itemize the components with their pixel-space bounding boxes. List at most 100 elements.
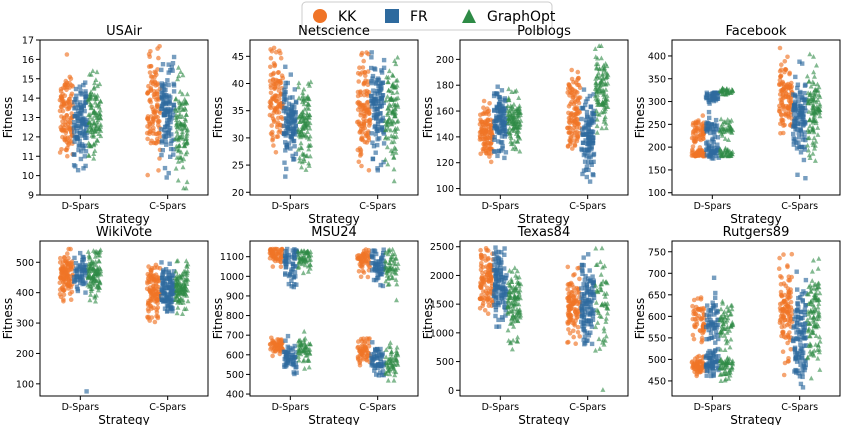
data-point-kk xyxy=(700,309,705,314)
data-point-graphopt xyxy=(181,139,187,145)
y-tick-label: 100 xyxy=(16,379,34,390)
data-point-fr xyxy=(83,80,88,85)
data-point-fr xyxy=(289,278,294,283)
y-axis-label: Fitness xyxy=(421,97,435,139)
axes-frame xyxy=(249,39,419,196)
data-point-kk xyxy=(565,125,571,131)
data-point-fr xyxy=(159,152,164,158)
data-point-fr xyxy=(159,260,164,265)
data-point-kk xyxy=(356,269,362,274)
data-point-kk xyxy=(483,126,489,132)
data-point-fr xyxy=(74,284,80,289)
data-point-kk xyxy=(480,264,486,270)
data-point-graphopt xyxy=(806,78,812,84)
data-point-fr xyxy=(373,101,379,106)
data-point-graphopt xyxy=(391,155,397,160)
data-point-fr xyxy=(799,97,805,103)
data-point-fr xyxy=(585,96,590,102)
data-point-fr xyxy=(590,317,596,322)
data-point-graphopt xyxy=(178,290,184,296)
data-point-fr xyxy=(498,140,504,145)
data-point-graphopt xyxy=(805,135,811,141)
data-point-fr xyxy=(76,147,81,153)
data-point-fr xyxy=(795,172,800,177)
data-point-kk xyxy=(482,308,488,313)
data-point-graphopt xyxy=(383,278,389,284)
data-point-fr xyxy=(283,354,288,360)
y-tick-label: 200 xyxy=(16,349,34,360)
data-point-graphopt xyxy=(390,73,396,78)
data-point-fr xyxy=(502,96,507,101)
data-point-fr xyxy=(369,352,374,357)
data-point-fr xyxy=(499,134,505,139)
data-point-graphopt xyxy=(173,96,179,102)
data-point-fr xyxy=(791,92,796,97)
data-point-kk xyxy=(782,305,788,310)
data-point-fr xyxy=(375,142,380,148)
data-point-fr xyxy=(796,107,801,113)
y-tick-label: 40 xyxy=(232,79,244,90)
data-point-graphopt xyxy=(604,93,610,98)
data-point-kk xyxy=(277,351,283,357)
data-point-graphopt xyxy=(505,304,511,310)
data-point-fr xyxy=(84,135,89,140)
data-point-graphopt xyxy=(508,308,514,313)
data-point-fr xyxy=(289,134,294,139)
data-point-graphopt xyxy=(306,358,312,363)
data-point-fr xyxy=(710,91,715,97)
data-point-graphopt xyxy=(813,120,819,126)
data-point-graphopt xyxy=(507,340,513,346)
data-point-kk xyxy=(785,263,790,268)
data-point-kk xyxy=(781,372,787,378)
data-point-fr xyxy=(708,330,714,335)
data-point-fr xyxy=(498,121,503,126)
data-point-kk xyxy=(568,117,573,123)
data-point-graphopt xyxy=(392,113,398,119)
data-point-kk xyxy=(575,90,580,95)
data-point-fr xyxy=(584,154,589,159)
data-point-fr xyxy=(590,110,595,116)
data-point-fr xyxy=(162,165,168,171)
data-point-graphopt xyxy=(389,97,395,102)
y-tick-label: 700 xyxy=(226,331,244,342)
data-point-graphopt xyxy=(88,124,94,130)
data-point-fr xyxy=(589,162,594,167)
data-point-fr xyxy=(164,276,170,281)
data-point-kk xyxy=(67,74,73,80)
data-point-fr xyxy=(587,179,593,184)
data-point-graphopt xyxy=(510,141,516,146)
axes-frame xyxy=(459,39,629,196)
data-point-kk xyxy=(565,295,571,301)
data-point-fr xyxy=(286,281,291,287)
data-point-kk xyxy=(694,364,699,370)
data-point-fr xyxy=(586,276,591,281)
data-point-graphopt xyxy=(513,146,519,152)
data-point-fr xyxy=(379,103,384,109)
data-point-fr xyxy=(372,249,378,254)
data-point-graphopt xyxy=(505,295,511,301)
data-point-fr xyxy=(493,300,499,305)
data-point-fr xyxy=(285,80,290,86)
data-point-graphopt xyxy=(516,105,522,111)
data-point-kk xyxy=(782,69,787,75)
data-point-graphopt xyxy=(185,261,191,267)
data-point-fr xyxy=(163,130,168,135)
data-point-graphopt xyxy=(507,289,513,295)
data-point-kk xyxy=(781,309,786,314)
data-point-graphopt xyxy=(175,305,181,310)
data-point-graphopt xyxy=(185,277,191,282)
legend-graphopt-marker xyxy=(462,9,476,23)
data-point-kk xyxy=(64,147,69,153)
data-point-graphopt xyxy=(804,73,810,79)
data-point-graphopt xyxy=(514,129,520,134)
data-point-kk xyxy=(693,136,699,142)
series-kk xyxy=(57,44,163,178)
data-point-fr xyxy=(714,148,719,153)
data-point-kk xyxy=(270,137,275,143)
data-point-graphopt xyxy=(386,357,392,363)
series-graphopt xyxy=(505,245,611,392)
data-point-graphopt xyxy=(91,155,97,161)
data-point-fr xyxy=(282,362,287,368)
